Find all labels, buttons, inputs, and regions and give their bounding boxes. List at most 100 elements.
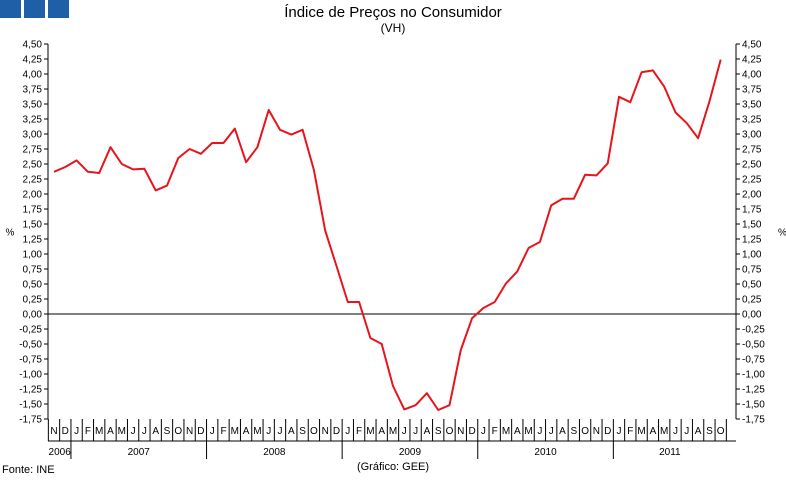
y-tick-label-left: 1,25 (23, 235, 43, 246)
y-tick-label-right: 2,50 (742, 160, 762, 171)
logo-square (0, 0, 21, 18)
y-tick-label-right: 0,25 (742, 295, 762, 306)
y-tick-label-left: -0,50 (19, 340, 42, 351)
chart-title: Índice de Preços no Consumidor (284, 4, 502, 21)
month-tick-label: A (514, 426, 521, 437)
month-tick-label: N (186, 426, 193, 437)
month-tick-label: J (266, 426, 271, 437)
month-tick-label: D (197, 426, 204, 437)
y-tick-label-right: 4,25 (742, 55, 762, 66)
month-tick-label: N (50, 426, 57, 437)
y-tick-label-left: 2,50 (23, 160, 43, 171)
month-tick-label: A (288, 426, 295, 437)
y-tick-label-left: 0,00 (23, 310, 43, 321)
y-tick-label-right: 1,50 (742, 220, 762, 231)
y-tick-label-left: 3,50 (23, 100, 43, 111)
month-tick-label: S (706, 426, 713, 437)
y-tick-label-right: 3,25 (742, 115, 762, 126)
y-tick-label-right: 3,75 (742, 85, 762, 96)
month-tick-label: M (366, 426, 374, 437)
y-tick-label-right: -0,75 (742, 355, 765, 366)
month-tick-label: M (389, 426, 397, 437)
month-tick-label: O (717, 426, 725, 437)
y-tick-label-right: -0,25 (742, 325, 765, 336)
logo-square (24, 0, 45, 18)
y-tick-label-right: 0,50 (742, 280, 762, 291)
month-tick-label: M (637, 426, 645, 437)
y-tick-label-right: -1,50 (742, 400, 765, 411)
month-tick-label: M (524, 426, 532, 437)
month-tick-label: A (152, 426, 159, 437)
y-tick-label-left: 3,25 (23, 115, 43, 126)
y-tick-label-right: 0,00 (742, 310, 762, 321)
month-tick-label: F (492, 426, 498, 437)
month-tick-label: N (457, 426, 464, 437)
month-tick-label: D (333, 426, 340, 437)
year-tick-label: 2011 (659, 447, 681, 458)
y-tick-label-right: 1,00 (742, 250, 762, 261)
y-tick-label-left: 4,25 (23, 55, 43, 66)
y-tick-label-right: 2,75 (742, 145, 762, 156)
month-tick-label: A (695, 426, 702, 437)
y-tick-label-right: 2,00 (742, 190, 762, 201)
month-tick-label: A (559, 426, 566, 437)
y-tick-label-right: 1,25 (742, 235, 762, 246)
y-tick-label-left: 0,75 (23, 265, 43, 276)
month-tick-label: S (164, 426, 171, 437)
month-tick-label: S (435, 426, 442, 437)
y-tick-label-right: 0,75 (742, 265, 762, 276)
month-tick-label: F (356, 426, 362, 437)
series-layer (53, 59, 722, 411)
month-tick-label: D (604, 426, 611, 437)
axes (44, 43, 740, 459)
month-tick-label: A (243, 426, 250, 437)
y-tick-label-left: 2,00 (23, 190, 43, 201)
month-tick-label: S (570, 426, 577, 437)
month-tick-label: J (673, 426, 678, 437)
month-tick-label: J (617, 426, 622, 437)
month-tick-label: F (85, 426, 91, 437)
month-tick-label: F (220, 426, 226, 437)
logo (0, 0, 72, 20)
y-tick-label-right: -0,50 (742, 340, 765, 351)
month-tick-label: J (549, 426, 554, 437)
month-tick-label: D (468, 426, 475, 437)
month-tick-label: O (174, 426, 182, 437)
y-tick-label-left: 0,50 (23, 280, 43, 291)
month-tick-label: N (322, 426, 329, 437)
series-line (53, 59, 722, 411)
year-tick-label: 2010 (534, 447, 557, 458)
y-tick-label-left: 1,00 (23, 250, 43, 261)
y-tick-label-left: -1,25 (19, 385, 42, 396)
month-tick-label: O (446, 426, 454, 437)
y-tick-label-right: -1,25 (742, 385, 765, 396)
month-tick-label: A (424, 426, 431, 437)
y-axis-label-left: % (6, 228, 15, 239)
y-tick-label-left: 3,00 (23, 130, 43, 141)
month-tick-label: M (95, 426, 103, 437)
y-tick-label-left: 4,00 (23, 70, 43, 81)
month-tick-label: J (278, 426, 283, 437)
y-tick-label-right: 1,75 (742, 205, 762, 216)
month-tick-label: M (660, 426, 668, 437)
month-tick-label: J (210, 426, 215, 437)
y-tick-label-right: -1,00 (742, 370, 765, 381)
credit-note: (Gráfico: GEE) (356, 461, 430, 473)
y-tick-label-left: 3,75 (23, 85, 43, 96)
month-tick-label: A (107, 426, 114, 437)
month-tick-label: D (62, 426, 69, 437)
y-tick-label-right: 4,50 (742, 40, 762, 51)
month-tick-label: F (627, 426, 633, 437)
y-tick-label-left: -0,25 (19, 325, 42, 336)
month-tick-label: J (402, 426, 407, 437)
y-tick-label-left: -1,75 (19, 415, 42, 426)
month-tick-label: A (650, 426, 657, 437)
y-tick-label-left: 2,75 (23, 145, 43, 156)
y-tick-label-left: 4,50 (23, 40, 43, 51)
y-tick-label-left: 1,50 (23, 220, 43, 231)
month-tick-label: A (378, 426, 385, 437)
month-tick-label: N (593, 426, 600, 437)
month-tick-label: J (345, 426, 350, 437)
chart-subtitle: (VH) (380, 21, 406, 35)
